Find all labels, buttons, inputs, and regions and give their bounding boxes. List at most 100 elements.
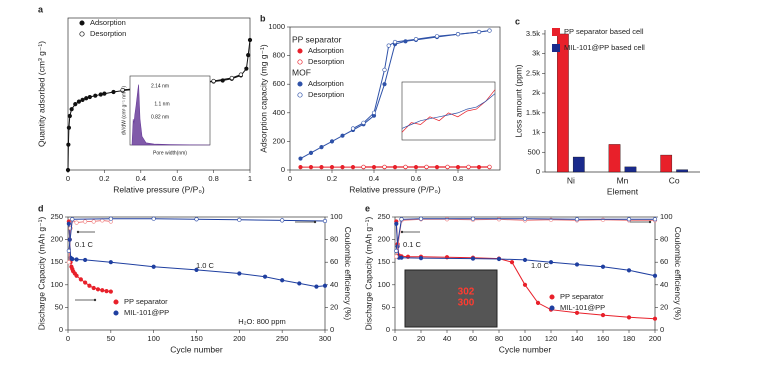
marker	[66, 221, 71, 226]
marker	[600, 312, 606, 318]
legend-label: Desorption	[90, 29, 126, 38]
x-tick-label: 100	[519, 334, 532, 343]
annotation: 300	[458, 298, 475, 309]
marker	[522, 216, 528, 221]
marker	[108, 260, 113, 265]
annotation: 302	[458, 287, 475, 298]
x-tick-label: 20	[417, 334, 425, 343]
panel-label: b	[260, 13, 266, 23]
arrow-head	[313, 220, 317, 224]
y2-axis-label: Coulombic efficiency (%)	[343, 227, 353, 321]
marker	[522, 282, 528, 287]
y2-tick-label: 100	[660, 212, 673, 221]
y-tick-label: 500	[527, 147, 540, 156]
arrow-head	[93, 298, 97, 302]
x-tick-label: 120	[545, 334, 558, 343]
legend-label: Desorption	[308, 90, 344, 99]
marker	[100, 288, 105, 293]
y2-tick-label: 0	[660, 325, 664, 334]
marker	[102, 91, 107, 96]
bar	[572, 156, 585, 173]
marker	[76, 99, 82, 104]
y-tick-label: 1000	[268, 22, 285, 31]
marker	[74, 257, 79, 262]
y-tick-label: 50	[55, 302, 63, 311]
marker	[78, 277, 83, 282]
marker	[319, 145, 324, 150]
y-tick-label: 2.5k	[526, 68, 540, 77]
marker	[262, 274, 268, 279]
area	[131, 84, 211, 146]
y2-tick-label: 40	[330, 280, 338, 289]
legend-marker	[113, 310, 119, 316]
marker	[394, 254, 399, 259]
y-tick-label: 250	[50, 212, 63, 221]
marker	[104, 289, 109, 294]
y-tick-label: 1k	[532, 128, 540, 137]
legend-marker	[549, 294, 555, 300]
marker	[386, 43, 391, 48]
panel-label: a	[38, 4, 44, 14]
inset-background	[401, 81, 496, 141]
marker	[151, 264, 156, 269]
x-tick-label: 0.4	[369, 174, 379, 183]
marker	[350, 126, 356, 131]
marker	[509, 260, 515, 265]
marker	[237, 271, 242, 276]
x-tick-label: 0	[66, 174, 70, 183]
marker	[66, 142, 71, 147]
bar	[557, 33, 569, 173]
y-axis-label: dV/dW (cm³ g⁻¹ nm⁻¹)	[121, 86, 127, 136]
marker	[522, 257, 528, 263]
marker	[80, 97, 85, 103]
legend-marker	[79, 20, 85, 26]
legend-label: MIL-101@PP	[124, 308, 169, 317]
y-tick-label: 0	[536, 167, 540, 176]
x-axis-label: Cycle number	[499, 344, 552, 354]
marker	[322, 283, 328, 288]
y2-axis-label: Coulombic efficiency (%)	[673, 227, 683, 321]
annotation: 0.1 C	[75, 240, 94, 249]
y-tick-label: 250	[377, 212, 390, 221]
photo-inset	[404, 269, 498, 328]
y-axis-label: Loss amount (ppm)	[513, 64, 523, 137]
marker	[399, 255, 404, 260]
marker	[600, 264, 606, 269]
marker	[322, 218, 328, 224]
marker	[111, 89, 116, 95]
marker	[74, 220, 79, 225]
series-line	[401, 89, 496, 133]
marker	[466, 164, 471, 169]
marker	[314, 284, 319, 289]
marker	[66, 125, 72, 130]
y-tick-label: 600	[272, 79, 285, 88]
plot-frame	[67, 216, 326, 331]
marker	[87, 283, 92, 288]
y-tick-label: 200	[50, 235, 63, 244]
legend-swatch	[552, 28, 560, 36]
marker	[229, 75, 234, 81]
x-tick-label: 80	[495, 334, 503, 343]
annotation: 1.0 C	[196, 261, 215, 270]
marker	[403, 164, 408, 169]
y-tick-label: 0	[386, 325, 390, 334]
marker	[382, 164, 387, 169]
marker	[70, 217, 75, 222]
marker	[66, 260, 71, 265]
x-tick-label: 180	[623, 334, 636, 343]
x-tick-label: 50	[107, 334, 115, 343]
marker	[455, 32, 461, 37]
x-tick-label: 40	[443, 334, 451, 343]
legend-marker	[297, 81, 303, 87]
x-tick-label: 0	[288, 174, 292, 183]
x-tick-label: 0.6	[172, 174, 182, 183]
x-tick-label: 150	[190, 334, 203, 343]
marker	[73, 102, 78, 107]
marker	[444, 217, 450, 222]
series-line	[395, 218, 655, 251]
marker	[652, 273, 658, 278]
bar	[624, 166, 637, 173]
legend-label: Adsorption	[308, 46, 344, 55]
x-tick-label: 200	[649, 334, 662, 343]
